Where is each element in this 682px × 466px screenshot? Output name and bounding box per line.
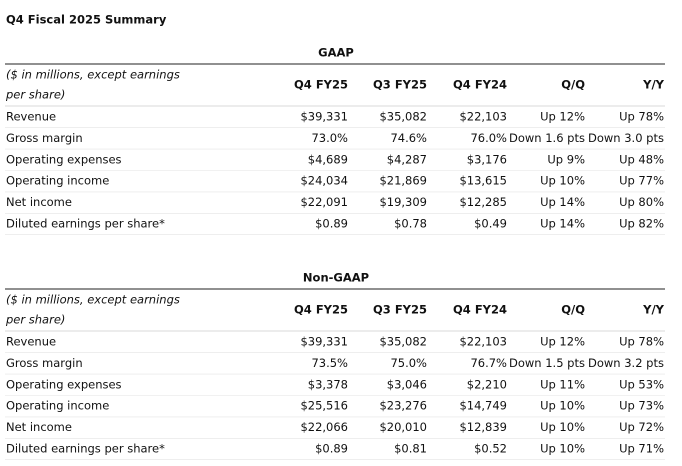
- cell: $4,689: [308, 152, 348, 166]
- cell: $3,046: [387, 377, 427, 391]
- cell: $12,285: [459, 195, 507, 209]
- page-title: Q4 Fiscal 2025 Summary: [6, 13, 167, 27]
- row-label: Diluted earnings per share*: [6, 217, 165, 231]
- cell: Up 12%: [540, 110, 585, 124]
- cell: 73.5%: [311, 356, 348, 370]
- cell: Up 14%: [540, 217, 585, 231]
- column-header: Q4 FY25: [294, 78, 348, 92]
- cell: $24,034: [300, 174, 348, 188]
- cell: Up 53%: [619, 377, 664, 391]
- column-header: Y/Y: [642, 78, 665, 92]
- cell: $35,082: [379, 110, 427, 124]
- cell: $19,309: [379, 195, 427, 209]
- row-label: Operating expenses: [6, 152, 122, 166]
- cell: $22,091: [300, 195, 348, 209]
- column-header: Q/Q: [561, 78, 585, 92]
- cell: Up 10%: [540, 174, 585, 188]
- cell: Up 12%: [540, 335, 585, 349]
- cell: Up 9%: [547, 152, 585, 166]
- cell: Up 77%: [619, 174, 664, 188]
- row-label: Gross margin: [6, 356, 83, 370]
- cell: $0.81: [394, 442, 427, 456]
- cell: 76.7%: [470, 356, 507, 370]
- cell: Down 1.6 pts: [509, 131, 585, 145]
- cell: Up 78%: [619, 110, 664, 124]
- cell: Up 14%: [540, 195, 585, 209]
- cell: $22,103: [459, 110, 507, 124]
- stub-label: per share): [5, 313, 65, 327]
- column-header: Q3 FY25: [373, 78, 427, 92]
- cell: Up 11%: [540, 377, 585, 391]
- column-header: Y/Y: [642, 303, 665, 317]
- cell: Down 3.0 pts: [588, 131, 664, 145]
- cell: Down 1.5 pts: [509, 356, 585, 370]
- column-header: Q/Q: [561, 303, 585, 317]
- cell: $20,010: [379, 420, 427, 434]
- cell: 75.0%: [390, 356, 427, 370]
- cell: Up 10%: [540, 399, 585, 413]
- row-label: Revenue: [6, 335, 56, 349]
- cell: Up 72%: [619, 420, 664, 434]
- cell: Up 10%: [540, 420, 585, 434]
- row-label: Diluted earnings per share*: [6, 442, 165, 456]
- cell: Up 71%: [619, 442, 664, 456]
- cell: $0.89: [315, 217, 348, 231]
- cell: $0.49: [474, 217, 507, 231]
- cell: 74.6%: [390, 131, 427, 145]
- cell: $35,082: [379, 335, 427, 349]
- row-label: Operating income: [6, 399, 109, 413]
- cell: Up 78%: [619, 335, 664, 349]
- cell: Up 80%: [619, 195, 664, 209]
- stub-label: ($ in millions, except earnings: [6, 68, 180, 82]
- cell: $21,869: [379, 174, 427, 188]
- cell: Down 3.2 pts: [588, 356, 664, 370]
- cell: Up 82%: [619, 217, 664, 231]
- table-heading: GAAP: [318, 46, 354, 60]
- cell: $13,615: [459, 174, 507, 188]
- row-label: Operating income: [6, 174, 109, 188]
- column-header: Q3 FY25: [373, 303, 427, 317]
- cell: $3,176: [467, 152, 507, 166]
- column-header: Q4 FY25: [294, 303, 348, 317]
- cell: $0.78: [394, 217, 427, 231]
- cell: Up 73%: [619, 399, 664, 413]
- table-heading: Non-GAAP: [303, 271, 369, 285]
- cell: $14,749: [459, 399, 507, 413]
- row-label: Net income: [6, 420, 72, 434]
- cell: $12,839: [459, 420, 507, 434]
- cell: $23,276: [379, 399, 427, 413]
- cell: $0.89: [315, 442, 348, 456]
- cell: $22,066: [300, 420, 348, 434]
- cell: $0.52: [474, 442, 507, 456]
- stub-label: ($ in millions, except earnings: [6, 293, 180, 307]
- column-header: Q4 FY24: [453, 303, 507, 317]
- cell: 76.0%: [470, 131, 507, 145]
- cell: $39,331: [300, 110, 348, 124]
- row-label: Operating expenses: [6, 377, 122, 391]
- row-label: Net income: [6, 195, 72, 209]
- cell: $3,378: [308, 377, 348, 391]
- cell: $2,210: [467, 377, 507, 391]
- row-label: Revenue: [6, 110, 56, 124]
- cell: $25,516: [300, 399, 348, 413]
- cell: 73.0%: [311, 131, 348, 145]
- cell: $39,331: [300, 335, 348, 349]
- cell: $22,103: [459, 335, 507, 349]
- row-label: Gross margin: [6, 131, 83, 145]
- cell: Up 48%: [619, 152, 664, 166]
- cell: $4,287: [387, 152, 427, 166]
- cell: Up 10%: [540, 442, 585, 456]
- stub-label: per share): [5, 88, 65, 102]
- column-header: Q4 FY24: [453, 78, 507, 92]
